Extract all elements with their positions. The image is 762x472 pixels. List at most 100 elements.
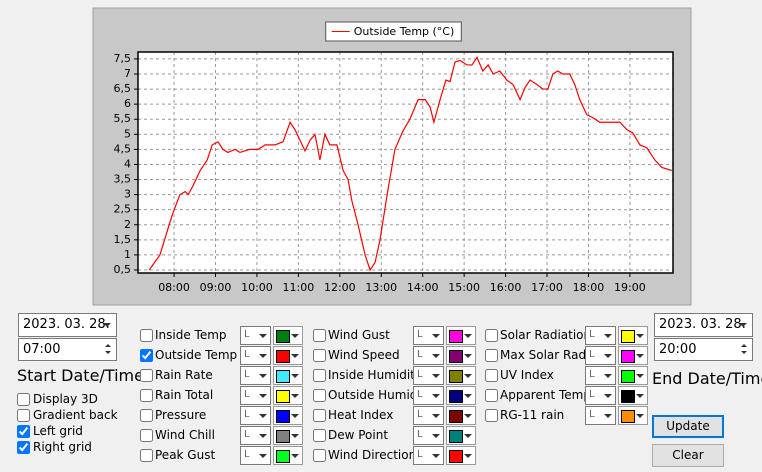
color-picker[interactable] [446,386,476,405]
axis-select[interactable]: L [240,406,271,425]
color-picker[interactable] [446,446,476,465]
color-swatch [449,450,463,463]
y-tick-label: 4 [124,157,131,170]
y-tick-label: 2 [124,218,131,231]
axis-select[interactable]: L [413,426,444,445]
spin-arrow[interactable] [741,351,747,354]
color-swatch [621,330,635,343]
series-checkbox[interactable] [140,449,153,462]
series-label: Wind Speed [328,348,400,362]
series-checkbox[interactable] [140,429,153,442]
x-tick-label: 14:00 [407,281,439,294]
axis-select[interactable]: L [413,446,444,465]
color-picker[interactable] [273,406,303,425]
color-picker[interactable] [446,406,476,425]
axis-select[interactable]: L [240,326,271,345]
dropdown-arrow [259,414,267,418]
color-picker[interactable] [273,426,303,445]
option-checkbox[interactable] [17,409,30,422]
option-checkbox[interactable] [17,441,30,454]
dropdown-arrow [464,414,472,418]
axis-select[interactable]: L [240,346,271,365]
axis-select[interactable]: L [413,326,444,345]
y-tick-label: 3 [124,188,131,201]
start-time[interactable]: 07:00 [18,338,117,361]
color-picker[interactable] [273,446,303,465]
x-tick-label: 08:00 [158,281,190,294]
series-label: Peak Gust [155,448,216,462]
color-picker[interactable] [446,366,476,385]
series-checkbox[interactable] [140,329,153,342]
color-picker[interactable] [273,366,303,385]
color-picker[interactable] [618,386,648,405]
dropdown-arrow [636,334,644,338]
series-checkbox[interactable] [313,389,326,402]
spin-arrow[interactable] [105,344,111,347]
axis-select[interactable]: L [585,406,616,425]
end-time[interactable]: 20:00 [654,338,753,361]
spin-arrow[interactable] [741,344,747,347]
series-checkbox[interactable] [140,369,153,382]
color-picker[interactable] [273,346,303,365]
series-checkbox[interactable] [485,389,498,402]
end-date[interactable]: 2023. 03. 28. [654,313,753,337]
color-picker[interactable] [618,346,648,365]
series-label: Wind Chill [155,428,215,442]
series-label: RG-11 rain [500,408,565,422]
color-picker[interactable] [446,346,476,365]
series-checkbox[interactable] [313,429,326,442]
dropdown-arrow [259,454,267,458]
color-picker[interactable] [446,426,476,445]
series-checkbox[interactable] [485,329,498,342]
series-checkbox[interactable] [485,369,498,382]
series-checkbox[interactable] [313,349,326,362]
series-checkbox[interactable] [313,369,326,382]
axis-select[interactable]: L [585,346,616,365]
color-picker[interactable] [273,326,303,345]
legend-label: Outside Temp (°C) [354,25,455,38]
option-checkbox[interactable] [17,393,30,406]
series-checkbox[interactable] [140,409,153,422]
series-checkbox[interactable] [485,409,498,422]
axis-select[interactable]: L [585,366,616,385]
axis-select[interactable]: L [585,386,616,405]
start-date[interactable]: 2023. 03. 28. [18,313,117,337]
color-picker[interactable] [618,366,648,385]
end-label: End Date/Time [652,369,762,388]
series-label: Rain Total [155,388,214,402]
x-tick-label: 12:00 [324,281,356,294]
axis-select[interactable]: L [240,446,271,465]
axis-select[interactable]: L [413,406,444,425]
series-checkbox[interactable] [485,349,498,362]
color-picker[interactable] [618,326,648,345]
x-tick-label: 16:00 [490,281,522,294]
series-checkbox[interactable] [140,389,153,402]
axis-select[interactable]: L [413,366,444,385]
spin-arrow[interactable] [105,351,111,354]
series-checkbox[interactable] [313,449,326,462]
dropdown-arrow [464,434,472,438]
axis-select[interactable]: L [240,366,271,385]
axis-select[interactable]: L [413,386,444,405]
option-label: Right grid [33,440,92,454]
update-button[interactable]: Update [652,415,724,438]
color-picker[interactable] [273,386,303,405]
option-label: Display 3D [33,392,98,406]
color-picker[interactable] [446,326,476,345]
plot-border [137,51,674,274]
series-checkbox[interactable] [140,349,153,362]
legend-box [325,21,462,42]
axis-select[interactable]: L [240,386,271,405]
dropdown-arrow [636,394,644,398]
series-label: Max Solar Rad [500,348,587,362]
option-checkbox[interactable] [17,425,30,438]
axis-select[interactable]: L [240,426,271,445]
series-checkbox[interactable] [313,329,326,342]
color-picker[interactable] [618,406,648,425]
series-checkbox[interactable] [313,409,326,422]
clear-button[interactable]: Clear [652,444,724,467]
axis-select[interactable]: L [585,326,616,345]
color-swatch [449,330,463,343]
axis-select[interactable]: L [413,346,444,365]
